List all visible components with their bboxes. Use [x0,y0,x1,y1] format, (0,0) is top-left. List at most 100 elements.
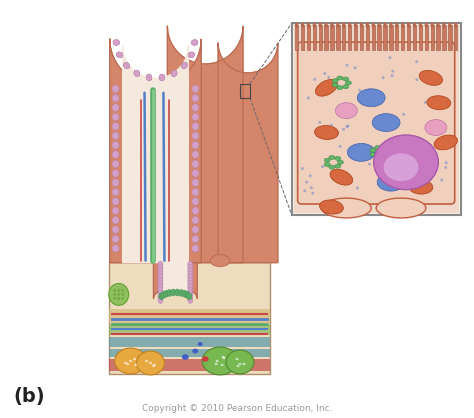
Bar [348,25,351,50]
Polygon shape [164,263,187,298]
Ellipse shape [146,74,152,81]
Ellipse shape [381,146,386,150]
Ellipse shape [124,62,130,69]
Ellipse shape [192,207,199,214]
Ellipse shape [171,289,176,296]
Ellipse shape [188,268,193,275]
Bar [336,25,339,50]
Ellipse shape [145,360,148,362]
Ellipse shape [332,83,338,87]
Ellipse shape [185,291,190,298]
Ellipse shape [161,291,166,298]
Ellipse shape [188,280,193,288]
Ellipse shape [188,296,193,303]
Ellipse shape [158,264,163,271]
Ellipse shape [444,166,447,169]
Ellipse shape [243,363,246,365]
Ellipse shape [324,158,330,162]
Ellipse shape [329,155,335,159]
Ellipse shape [192,85,199,93]
Ellipse shape [192,141,199,149]
Ellipse shape [167,289,172,296]
Ellipse shape [153,364,156,366]
Ellipse shape [192,349,198,354]
Ellipse shape [113,40,120,46]
Ellipse shape [401,22,404,28]
Ellipse shape [427,96,451,110]
Bar [109,337,270,347]
Ellipse shape [188,52,195,58]
Bar [330,25,334,50]
Ellipse shape [358,89,361,92]
Ellipse shape [188,293,193,300]
Ellipse shape [113,297,116,300]
Ellipse shape [121,289,124,292]
Ellipse shape [158,261,163,268]
Ellipse shape [335,156,341,161]
Ellipse shape [407,22,410,28]
Ellipse shape [315,80,338,95]
Ellipse shape [146,74,152,81]
Ellipse shape [343,85,349,89]
Bar [425,25,428,50]
Ellipse shape [337,76,343,80]
Bar [389,25,392,50]
Ellipse shape [343,77,349,81]
Polygon shape [154,263,197,298]
Bar [430,25,434,50]
Bar [442,25,446,50]
Ellipse shape [221,356,225,358]
Ellipse shape [372,114,400,132]
Ellipse shape [121,297,124,300]
Ellipse shape [192,217,199,224]
Bar [109,309,270,323]
Ellipse shape [133,358,136,360]
Ellipse shape [346,125,348,128]
Bar [292,23,461,215]
Ellipse shape [198,342,203,346]
Ellipse shape [424,101,427,104]
Ellipse shape [415,60,418,63]
Ellipse shape [192,151,199,158]
Ellipse shape [158,290,163,297]
Ellipse shape [319,121,321,124]
Bar [354,25,357,50]
Ellipse shape [117,293,120,296]
Bar [342,25,346,50]
Ellipse shape [158,277,163,284]
Ellipse shape [381,154,386,158]
Ellipse shape [164,290,168,297]
Bar [109,349,270,357]
Bar [295,25,298,50]
Ellipse shape [424,80,427,83]
Ellipse shape [454,22,457,28]
Ellipse shape [413,22,416,28]
Ellipse shape [337,161,343,164]
Ellipse shape [112,113,119,121]
Ellipse shape [321,165,324,168]
Ellipse shape [339,145,342,148]
Ellipse shape [365,22,369,28]
FancyBboxPatch shape [298,42,455,204]
Ellipse shape [324,163,330,166]
Ellipse shape [158,274,163,281]
Ellipse shape [315,125,338,140]
Ellipse shape [313,78,316,81]
Ellipse shape [112,169,119,177]
Ellipse shape [307,22,310,28]
Ellipse shape [158,296,163,303]
Ellipse shape [158,271,163,278]
Ellipse shape [330,22,334,28]
Ellipse shape [121,293,124,296]
Ellipse shape [158,268,163,275]
Ellipse shape [354,66,356,69]
Ellipse shape [188,290,193,297]
Bar [109,325,270,335]
Ellipse shape [159,293,164,300]
Ellipse shape [311,192,314,195]
Ellipse shape [182,290,187,297]
Ellipse shape [389,56,392,59]
Bar [419,25,422,50]
Ellipse shape [392,70,394,73]
Ellipse shape [158,280,163,288]
